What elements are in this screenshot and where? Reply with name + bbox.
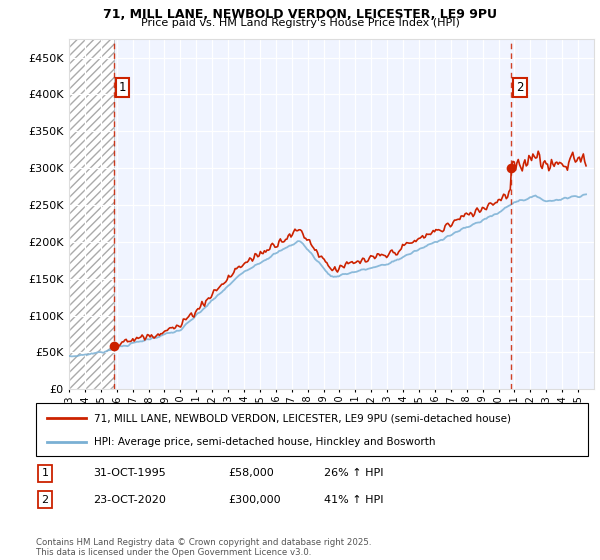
Text: 26% ↑ HPI: 26% ↑ HPI: [324, 468, 383, 478]
Text: 23-OCT-2020: 23-OCT-2020: [93, 494, 166, 505]
Text: 41% ↑ HPI: 41% ↑ HPI: [324, 494, 383, 505]
Text: 2: 2: [41, 494, 49, 505]
Bar: [69, 39, 114, 389]
Text: 1: 1: [119, 81, 126, 94]
Text: 1: 1: [41, 468, 49, 478]
FancyBboxPatch shape: [36, 403, 588, 456]
Text: 71, MILL LANE, NEWBOLD VERDON, LEICESTER, LE9 9PU (semi-detached house): 71, MILL LANE, NEWBOLD VERDON, LEICESTER…: [94, 413, 511, 423]
Text: Price paid vs. HM Land Registry's House Price Index (HPI): Price paid vs. HM Land Registry's House …: [140, 18, 460, 29]
Text: HPI: Average price, semi-detached house, Hinckley and Bosworth: HPI: Average price, semi-detached house,…: [94, 436, 436, 446]
Text: £300,000: £300,000: [228, 494, 281, 505]
Text: 71, MILL LANE, NEWBOLD VERDON, LEICESTER, LE9 9PU: 71, MILL LANE, NEWBOLD VERDON, LEICESTER…: [103, 8, 497, 21]
Text: £58,000: £58,000: [228, 468, 274, 478]
Text: Contains HM Land Registry data © Crown copyright and database right 2025.
This d: Contains HM Land Registry data © Crown c…: [36, 538, 371, 557]
Text: 2: 2: [516, 81, 524, 94]
Text: 31-OCT-1995: 31-OCT-1995: [93, 468, 166, 478]
